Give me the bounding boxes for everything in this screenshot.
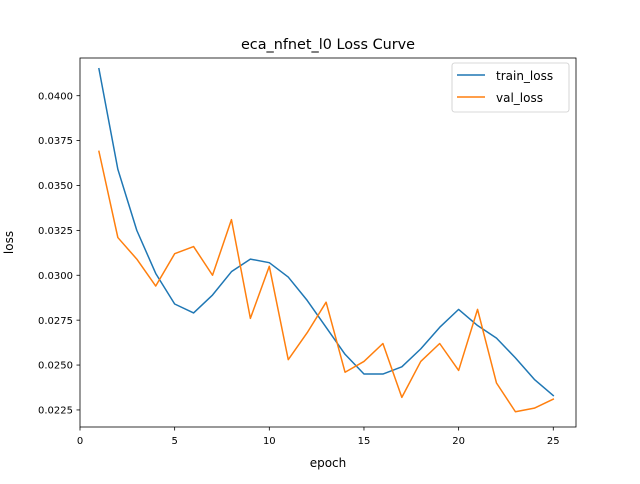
y-tick-label: 0.0400 (38, 91, 73, 102)
chart-title: eca_nfnet_l0 Loss Curve (241, 37, 415, 53)
series-line-val-loss (98, 150, 555, 413)
legend-label-val-loss: val_loss (496, 91, 543, 105)
plot-frame (79, 57, 577, 428)
x-axis: 0 5 10 15 20 25 (77, 427, 560, 447)
y-tick-label: 0.0225 (38, 406, 73, 417)
x-tick-label: 20 (452, 436, 465, 447)
x-tick-label: 25 (547, 436, 560, 447)
y-tick-label: 0.0325 (38, 226, 73, 237)
legend-label-train-loss: train_loss (496, 69, 553, 83)
x-tick-label: 0 (77, 436, 83, 447)
y-tick-label: 0.0350 (38, 181, 73, 192)
y-tick-label: 0.0300 (38, 271, 73, 282)
y-tick-label: 0.0250 (38, 361, 73, 372)
x-tick-label: 10 (263, 436, 276, 447)
series-group (98, 67, 555, 413)
y-axis-label: loss (2, 231, 16, 254)
legend: train_loss val_loss (451, 62, 570, 113)
y-tick-label: 0.0275 (38, 316, 73, 327)
x-axis-label: epoch (310, 456, 347, 470)
series-line-train-loss (98, 67, 555, 397)
y-axis: 0.0225 0.0250 0.0275 0.0300 0.0325 0.0350 0.03… (38, 91, 80, 417)
x-tick-label: 15 (358, 436, 371, 447)
x-tick-label: 5 (171, 436, 177, 447)
y-tick-label: 0.0375 (38, 136, 73, 147)
